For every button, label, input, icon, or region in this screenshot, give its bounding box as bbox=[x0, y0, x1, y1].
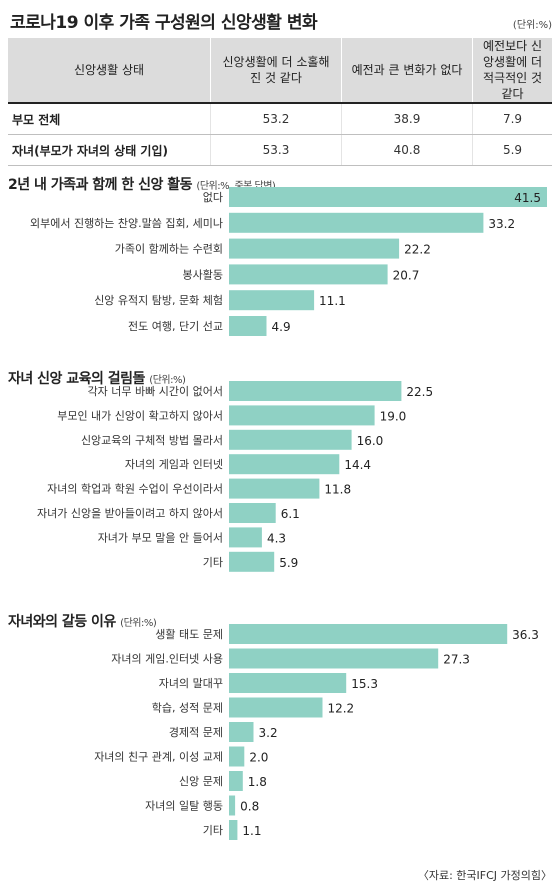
value-label: 2.0 bbox=[249, 751, 268, 765]
category-label: 자녀의 일탈 행동 bbox=[145, 799, 223, 813]
value-label: 1.8 bbox=[248, 775, 267, 789]
header-less-active: 신앙생활에 더 소홀해진 것 같다 bbox=[210, 38, 342, 103]
unit-label: (단위:%) bbox=[512, 20, 552, 31]
summary-table: 신앙생활 상태 신앙생활에 더 소홀해진 것 같다 예전과 큰 변화가 없다 예… bbox=[8, 38, 552, 166]
value-label: 27.3 bbox=[443, 653, 470, 667]
bar bbox=[229, 405, 375, 426]
value-label: 41.5 bbox=[514, 191, 541, 205]
value-label: 12.2 bbox=[327, 702, 354, 716]
bar bbox=[229, 697, 323, 718]
category-label: 자녀가 부모 말을 안 들어서 bbox=[98, 531, 223, 544]
category-label: 생활 태도 문제 bbox=[155, 627, 223, 641]
row-label: 부모 전체 bbox=[8, 102, 211, 135]
header-status: 신앙생활 상태 bbox=[8, 38, 211, 103]
bar bbox=[229, 316, 267, 336]
value-label: 11.1 bbox=[319, 294, 346, 308]
chart1-title-block: 2년 내 가족과 함께 한 신앙 활동 (단위:%, 중복 답변) bbox=[8, 174, 276, 194]
category-label: 자녀의 친구 관계, 이성 교제 bbox=[94, 751, 223, 764]
bar bbox=[229, 454, 340, 475]
value-label: 3.2 bbox=[259, 726, 278, 740]
header-more-active: 예전보다 신앙생활에 더 적극적인 것 같다 bbox=[472, 38, 552, 103]
value-label: 15.3 bbox=[351, 677, 378, 691]
bar bbox=[229, 551, 275, 572]
table-cell: 38.9 bbox=[341, 102, 473, 135]
value-label: 11.8 bbox=[324, 483, 351, 497]
category-label: 신앙교육의 구체적 방법 몰라서 bbox=[81, 434, 223, 447]
category-label: 자녀의 게임.인터넷 사용 bbox=[111, 653, 223, 666]
value-label: 6.1 bbox=[281, 507, 300, 521]
bar bbox=[229, 820, 238, 840]
table-row: 부모 전체 53.2 38.9 7.9 bbox=[8, 102, 552, 135]
value-label: 33.2 bbox=[488, 217, 515, 231]
value-label: 36.3 bbox=[512, 628, 539, 642]
table-cell: 5.9 bbox=[472, 134, 552, 166]
category-label: 자녀의 학업과 학원 수업이 우선이라서 bbox=[47, 483, 223, 496]
table-cell: 53.2 bbox=[210, 102, 342, 135]
category-label: 부모인 내가 신앙이 확고하지 않아서 bbox=[57, 408, 223, 422]
category-label: 없다 bbox=[203, 191, 223, 204]
bar bbox=[229, 722, 254, 742]
row-label: 자녀(부모가 자녀의 상태 기입) bbox=[8, 134, 211, 166]
source-note: 〈자료: 한국IFCJ 가정의힘〉 bbox=[417, 869, 552, 882]
header-no-change: 예전과 큰 변화가 없다 bbox=[341, 38, 473, 103]
value-label: 19.0 bbox=[380, 409, 407, 423]
category-label: 봉사활동 bbox=[183, 267, 223, 281]
category-label: 외부에서 진행하는 찬양.말씀 집회, 세미나 bbox=[30, 216, 223, 230]
bar bbox=[229, 795, 236, 816]
chart3-title-block: 자녀와의 갈등 이유 (단위:%) bbox=[8, 611, 157, 631]
value-label: 22.2 bbox=[404, 243, 431, 257]
bar bbox=[229, 648, 439, 669]
chart1-unit: (단위:%, 중복 답변) bbox=[196, 181, 276, 192]
bar bbox=[229, 429, 352, 450]
bar bbox=[229, 187, 547, 207]
category-label: 신앙 문제 bbox=[179, 775, 223, 788]
category-label: 기타 bbox=[203, 824, 223, 837]
chart2-title-block: 자녀 신앙 교육의 걸림돌 (단위:%) bbox=[8, 368, 186, 388]
value-label: 0.8 bbox=[240, 800, 259, 814]
category-label: 전도 여행, 단기 선교 bbox=[128, 320, 223, 333]
bar bbox=[229, 746, 245, 767]
category-label: 자녀의 게임과 인터넷 bbox=[125, 458, 223, 471]
value-label: 14.4 bbox=[344, 458, 371, 472]
category-label: 경제적 문제 bbox=[169, 726, 223, 739]
category-label: 신앙 유적지 탐방, 문화 체험 bbox=[94, 294, 223, 307]
bar bbox=[229, 264, 388, 285]
value-label: 22.5 bbox=[406, 385, 433, 399]
bar bbox=[229, 673, 347, 693]
page-title: 코로나19 이후 가족 구성원의 신앙생활 변화 bbox=[10, 13, 318, 33]
bar bbox=[229, 290, 315, 311]
bar bbox=[229, 478, 320, 499]
category-label: 학습, 성적 문제 bbox=[152, 702, 223, 715]
bar bbox=[229, 527, 262, 548]
chart3-unit: (단위:%) bbox=[120, 618, 157, 629]
chart1-title: 2년 내 가족과 함께 한 신앙 활동 bbox=[8, 177, 193, 193]
bar bbox=[229, 624, 508, 644]
summary-header-row: 신앙생활 상태 신앙생활에 더 소홀해진 것 같다 예전과 큰 변화가 없다 예… bbox=[8, 38, 552, 103]
value-label: 1.1 bbox=[242, 824, 261, 838]
category-label: 각자 너무 바빠 시간이 없어서 bbox=[88, 385, 223, 398]
chart2-title: 자녀 신앙 교육의 걸림돌 bbox=[8, 371, 145, 387]
value-label: 5.9 bbox=[279, 556, 298, 570]
category-label: 자녀의 말대꾸 bbox=[159, 677, 223, 690]
chart3-title: 자녀와의 갈등 이유 bbox=[8, 614, 116, 630]
value-label: 20.7 bbox=[393, 268, 420, 282]
bar bbox=[229, 771, 243, 791]
value-label: 4.9 bbox=[272, 320, 291, 334]
bar bbox=[229, 381, 402, 401]
table-cell: 7.9 bbox=[472, 102, 552, 135]
table-row: 자녀(부모가 자녀의 상태 기입) 53.3 40.8 5.9 bbox=[8, 134, 552, 166]
category-label: 가족이 함께하는 수련회 bbox=[115, 242, 223, 256]
table-cell: 53.3 bbox=[210, 134, 342, 166]
value-label: 4.3 bbox=[267, 531, 286, 545]
table-cell: 40.8 bbox=[341, 134, 473, 166]
category-label: 자녀가 신앙을 받아들이려고 하지 않아서 bbox=[37, 506, 223, 520]
bar bbox=[229, 503, 276, 523]
bar bbox=[229, 238, 400, 259]
category-label: 기타 bbox=[203, 556, 223, 569]
chart2-unit: (단위:%) bbox=[149, 375, 186, 386]
bar bbox=[229, 212, 484, 233]
value-label: 16.0 bbox=[357, 434, 384, 448]
